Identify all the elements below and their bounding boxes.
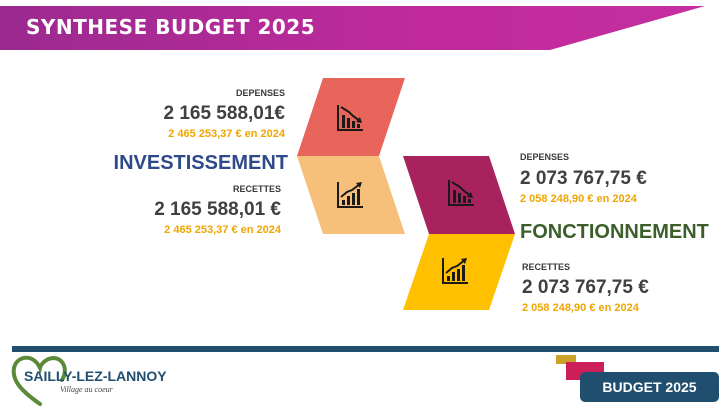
budget-badge: BUDGET 2025 [580,372,719,402]
chart-increase-icon [442,258,468,284]
investissement-depenses-chevron [297,78,405,156]
investissement-depenses-amount: 2 165 588,01€ [163,103,285,124]
fonctionnement-depenses-amount: 2 073 767,75 € [520,168,647,189]
fonctionnement-title: FONCTIONNEMENT [520,221,709,243]
investissement-depenses-label: DEPENSES [235,88,285,98]
fonctionnement-recettes-previous: 2 058 248,90 € en 2024 [522,302,639,314]
fonctionnement-depenses-label: DEPENSES [520,152,570,162]
chart-increase-icon [337,182,363,208]
investissement-recettes-amount: 2 165 588,01 € [154,199,281,220]
investissement-recettes-previous: 2 465 253,37 € en 2024 [164,224,281,236]
logo-tagline: Village au coeur [60,385,113,394]
chart-decrease-icon [337,105,363,131]
logo-name: SAILLY-LEZ-LANNOY [24,368,167,384]
investissement-depenses-previous: 2 465 253,37 € en 2024 [168,128,285,140]
investissement-title: INVESTISSEMENT [113,152,288,174]
fonctionnement-recettes-label: RECETTES [522,262,571,272]
investissement-recettes-label: RECETTES [232,184,281,194]
investissement-recettes-chevron [297,156,405,234]
chart-decrease-icon [448,180,474,206]
page-title: SYNTHESE BUDGET 2025 [26,15,316,39]
fonctionnement-recettes-amount: 2 073 767,75 € [522,277,649,298]
decorative-block [556,355,576,364]
fonctionnement-depenses-previous: 2 058 248,90 € en 2024 [520,193,637,205]
heart-logo-icon [11,355,67,406]
footer-divider [12,346,719,352]
